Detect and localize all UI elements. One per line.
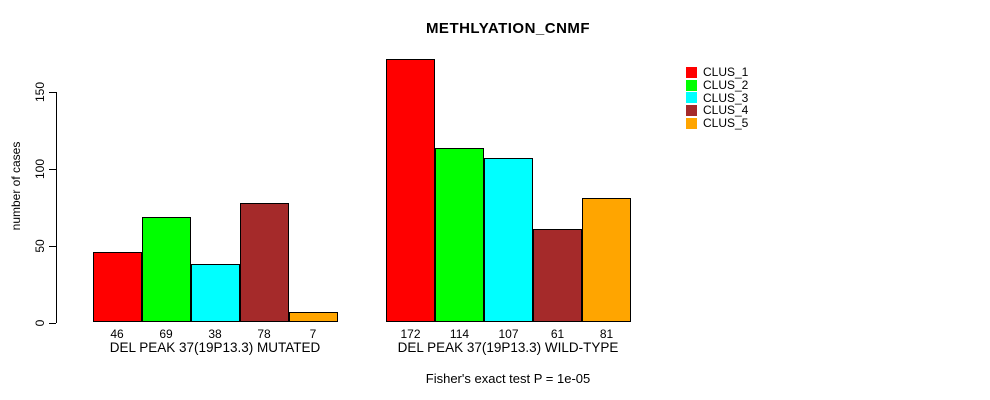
legend-label: CLUS_5 [703, 116, 749, 131]
x-group-label-wild-type: DEL PEAK 37(19P13.3) WILD-TYPE [397, 340, 619, 355]
bar-clus_2-group1 [141, 216, 191, 323]
bar-clus_2-group2 [435, 147, 484, 323]
chart-title: METHLYATION_CNMF [425, 20, 591, 37]
legend-entry-clus_2: CLUS_2 [686, 77, 749, 92]
legend-label: CLUS_2 [703, 77, 749, 92]
legend-swatch-icon [686, 92, 697, 104]
legend-entry-clus_3: CLUS_3 [686, 90, 749, 105]
bar-clus_3-group1 [190, 264, 240, 323]
legend-entry-clus_5: CLUS_5 [686, 117, 748, 130]
bar-clus_1-group1 [92, 251, 142, 323]
legend-swatch-icon [686, 118, 697, 130]
x-group-label-mutated: DEL PEAK 37(19P13.3) MUTATED [109, 340, 321, 355]
y-axis-line [56, 92, 57, 324]
bar-clus_5-group2 [582, 198, 631, 323]
bar-clus_5-group1 [288, 311, 338, 323]
y-tick-label: 100 [33, 159, 47, 180]
bar-value-label: 38 [208, 327, 222, 341]
bar-clus_4-group1 [239, 202, 289, 323]
legend-entry-clus_4: CLUS_4 [686, 104, 748, 117]
y-axis-label: number of cases [9, 141, 23, 231]
legend-label: CLUS_3 [703, 90, 749, 105]
bar-value-label: 7 [309, 327, 317, 341]
fisher-test-annotation: Fisher's exact test P = 1e-05 [425, 371, 591, 386]
legend-label: CLUS_1 [703, 65, 749, 79]
bar-clus_4-group2 [533, 228, 582, 323]
y-axis-tick [49, 92, 56, 94]
legend-swatch-icon [686, 79, 697, 91]
bar-value-label: 46 [110, 327, 124, 341]
bar-value-label: 114 [449, 327, 470, 341]
bar-clus_1-group2 [386, 58, 435, 323]
bar-value-label: 107 [498, 327, 519, 341]
bar-value-label: 172 [400, 327, 421, 341]
bar-value-label: 69 [159, 327, 173, 341]
y-axis-tick [49, 169, 56, 171]
y-tick-label: 150 [33, 82, 47, 103]
legend-entry-clus_1: CLUS_1 [686, 66, 748, 79]
bar-value-label: 81 [599, 327, 614, 341]
bar-value-label: 61 [550, 327, 565, 341]
y-axis-tick [49, 245, 56, 247]
legend-label: CLUS_4 [703, 103, 749, 118]
legend-swatch-icon [686, 105, 697, 117]
bar-clus_3-group2 [484, 158, 533, 323]
legend: CLUS_1 CLUS_2 CLUS_3 CLUS_4 CLUS_5 [686, 66, 748, 130]
y-axis-tick [49, 322, 56, 324]
y-tick-label: 0 [33, 319, 47, 326]
y-tick-label: 50 [33, 239, 47, 253]
legend-swatch-icon [686, 66, 697, 78]
bar-value-label: 78 [257, 327, 271, 341]
